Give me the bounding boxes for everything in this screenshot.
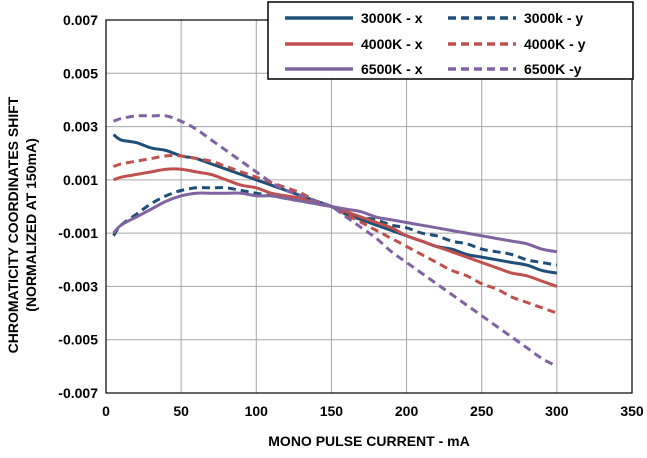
y-tick-label: 0.005 (63, 65, 98, 81)
legend-label: 4000K - x (361, 36, 423, 52)
y-tick-label: 0.001 (63, 172, 98, 188)
x-axis-ticks: 0 50 100 150 200 250 300 350 (102, 403, 644, 419)
x-tick-label: 100 (245, 403, 269, 419)
x-tick-label: 0 (102, 403, 110, 419)
series-line-4 (112, 191, 558, 254)
legend: 3000K - x 3000k - y 4000K - x 4000K - y 6500… (267, 1, 634, 80)
y-axis-ticks: -0.007 -0.005 -0.003 -0.001 0.001 0.003 0.005 0… (58, 12, 98, 401)
x-axis-title: MONO PULSE CURRENT - mA (268, 433, 469, 449)
y-tick-label: -0.007 (58, 385, 98, 401)
x-tick-label: 200 (395, 403, 419, 419)
y-tick-label: -0.005 (58, 332, 98, 348)
legend-label: 6500K - x (361, 61, 423, 77)
y-tick-label: -0.001 (58, 225, 98, 241)
y-axis-title-line1: CHROMATICITY COORDINATES SHIFT (5, 96, 21, 353)
x-tick-label: 50 (173, 403, 189, 419)
legend-label: 3000k - y (524, 10, 583, 26)
y-axis-title-line2: (NORMALIZED AT 150mA) (23, 138, 39, 311)
x-tick-label: 350 (620, 403, 644, 419)
series-layer (112, 114, 558, 368)
y-tick-label: 0.007 (63, 12, 98, 28)
legend-label: 3000K - x (361, 10, 423, 26)
legend-label: 4000K - y (524, 36, 586, 52)
legend-label: 6500K -y (524, 61, 582, 77)
x-tick-label: 300 (545, 403, 569, 419)
y-tick-label: 0.003 (63, 119, 98, 135)
x-tick-label: 250 (470, 403, 494, 419)
x-tick-label: 150 (320, 403, 344, 419)
series-line-5 (113, 114, 558, 368)
y-tick-label: -0.003 (58, 278, 98, 294)
legend-box (267, 1, 634, 80)
